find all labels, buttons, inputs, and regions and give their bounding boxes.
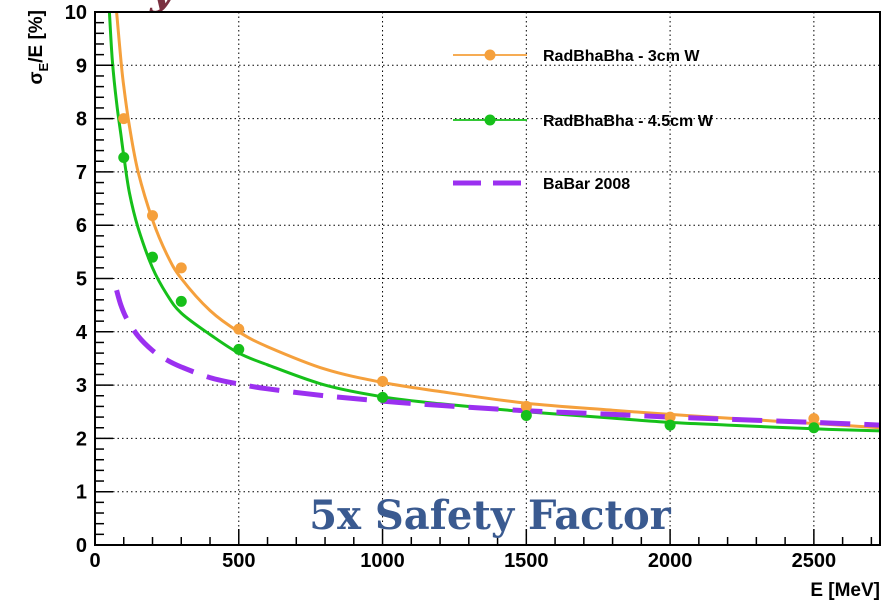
x-tick-label-1500: 1500 xyxy=(504,550,549,572)
y-axis-title: σE/E [%] xyxy=(26,10,51,84)
series-lines xyxy=(107,12,880,433)
y-tick-label-4: 4 xyxy=(76,322,88,344)
series-0-point-6 xyxy=(664,411,676,423)
legend-marker-1 xyxy=(484,114,496,126)
legend-label-0: RadBhaBha - 3cm W xyxy=(543,48,700,65)
series-0-point-5 xyxy=(520,400,532,412)
legend-label-1: RadBhaBha - 4.5cm W xyxy=(543,113,714,130)
series-1-point-0 xyxy=(118,152,130,164)
y-tick-label-1: 1 xyxy=(76,482,87,504)
series-1-point-4 xyxy=(377,391,389,403)
legend-label-2: BaBar 2008 xyxy=(543,176,630,193)
series-1-point-2 xyxy=(175,295,187,307)
grid-lines xyxy=(95,12,880,545)
series-1-point-7 xyxy=(808,422,820,434)
series-line-1 xyxy=(107,12,880,433)
series-1-point-3 xyxy=(233,343,245,355)
x-axis-title: E [MeV] xyxy=(810,580,880,601)
y-tick-label-5: 5 xyxy=(76,269,87,291)
axis-ticks xyxy=(94,11,873,546)
series-line-2 xyxy=(114,289,880,428)
top-cropped-text: y xyxy=(149,0,176,14)
y-tick-label-9: 9 xyxy=(76,55,87,77)
safety-factor-annotation: 5x Safety Factor xyxy=(309,492,671,539)
y-tick-label-6: 6 xyxy=(76,215,87,237)
y-tick-label-0: 0 xyxy=(76,535,87,557)
series-1-point-5 xyxy=(520,409,532,421)
legend-marker-0 xyxy=(484,49,496,61)
series-0-point-1 xyxy=(147,210,159,222)
series-0-point-3 xyxy=(233,323,245,335)
series-markers xyxy=(118,113,820,434)
tick-labels: 0 500 1000 1500 2000 2500 0 1 2 3 4 5 6 7 8 9 10 xyxy=(65,2,836,572)
x-tick-label-1000: 1000 xyxy=(360,550,405,572)
series-0-point-0 xyxy=(118,113,130,125)
x-tick-label-500: 500 xyxy=(222,550,255,572)
y-tick-label-3: 3 xyxy=(76,375,87,397)
y-tick-label-8: 8 xyxy=(76,109,87,131)
series-0-point-4 xyxy=(377,375,389,387)
series-line-0 xyxy=(115,12,880,430)
x-tick-label-2000: 2000 xyxy=(648,550,693,572)
y-tick-label-2: 2 xyxy=(76,428,87,450)
series-1-point-6 xyxy=(664,419,676,431)
y-tick-label-10: 10 xyxy=(65,2,87,24)
legend: RadBhaBha - 3cm W RadBhaBha - 4.5cm W BaBa… xyxy=(453,48,714,193)
series-0-point-2 xyxy=(175,262,187,274)
series-1-point-1 xyxy=(147,251,159,263)
series-0-point-7 xyxy=(808,413,820,425)
x-tick-label-2500: 2500 xyxy=(792,550,837,572)
y-tick-label-7: 7 xyxy=(76,162,87,184)
x-tick-label-0: 0 xyxy=(89,550,100,572)
